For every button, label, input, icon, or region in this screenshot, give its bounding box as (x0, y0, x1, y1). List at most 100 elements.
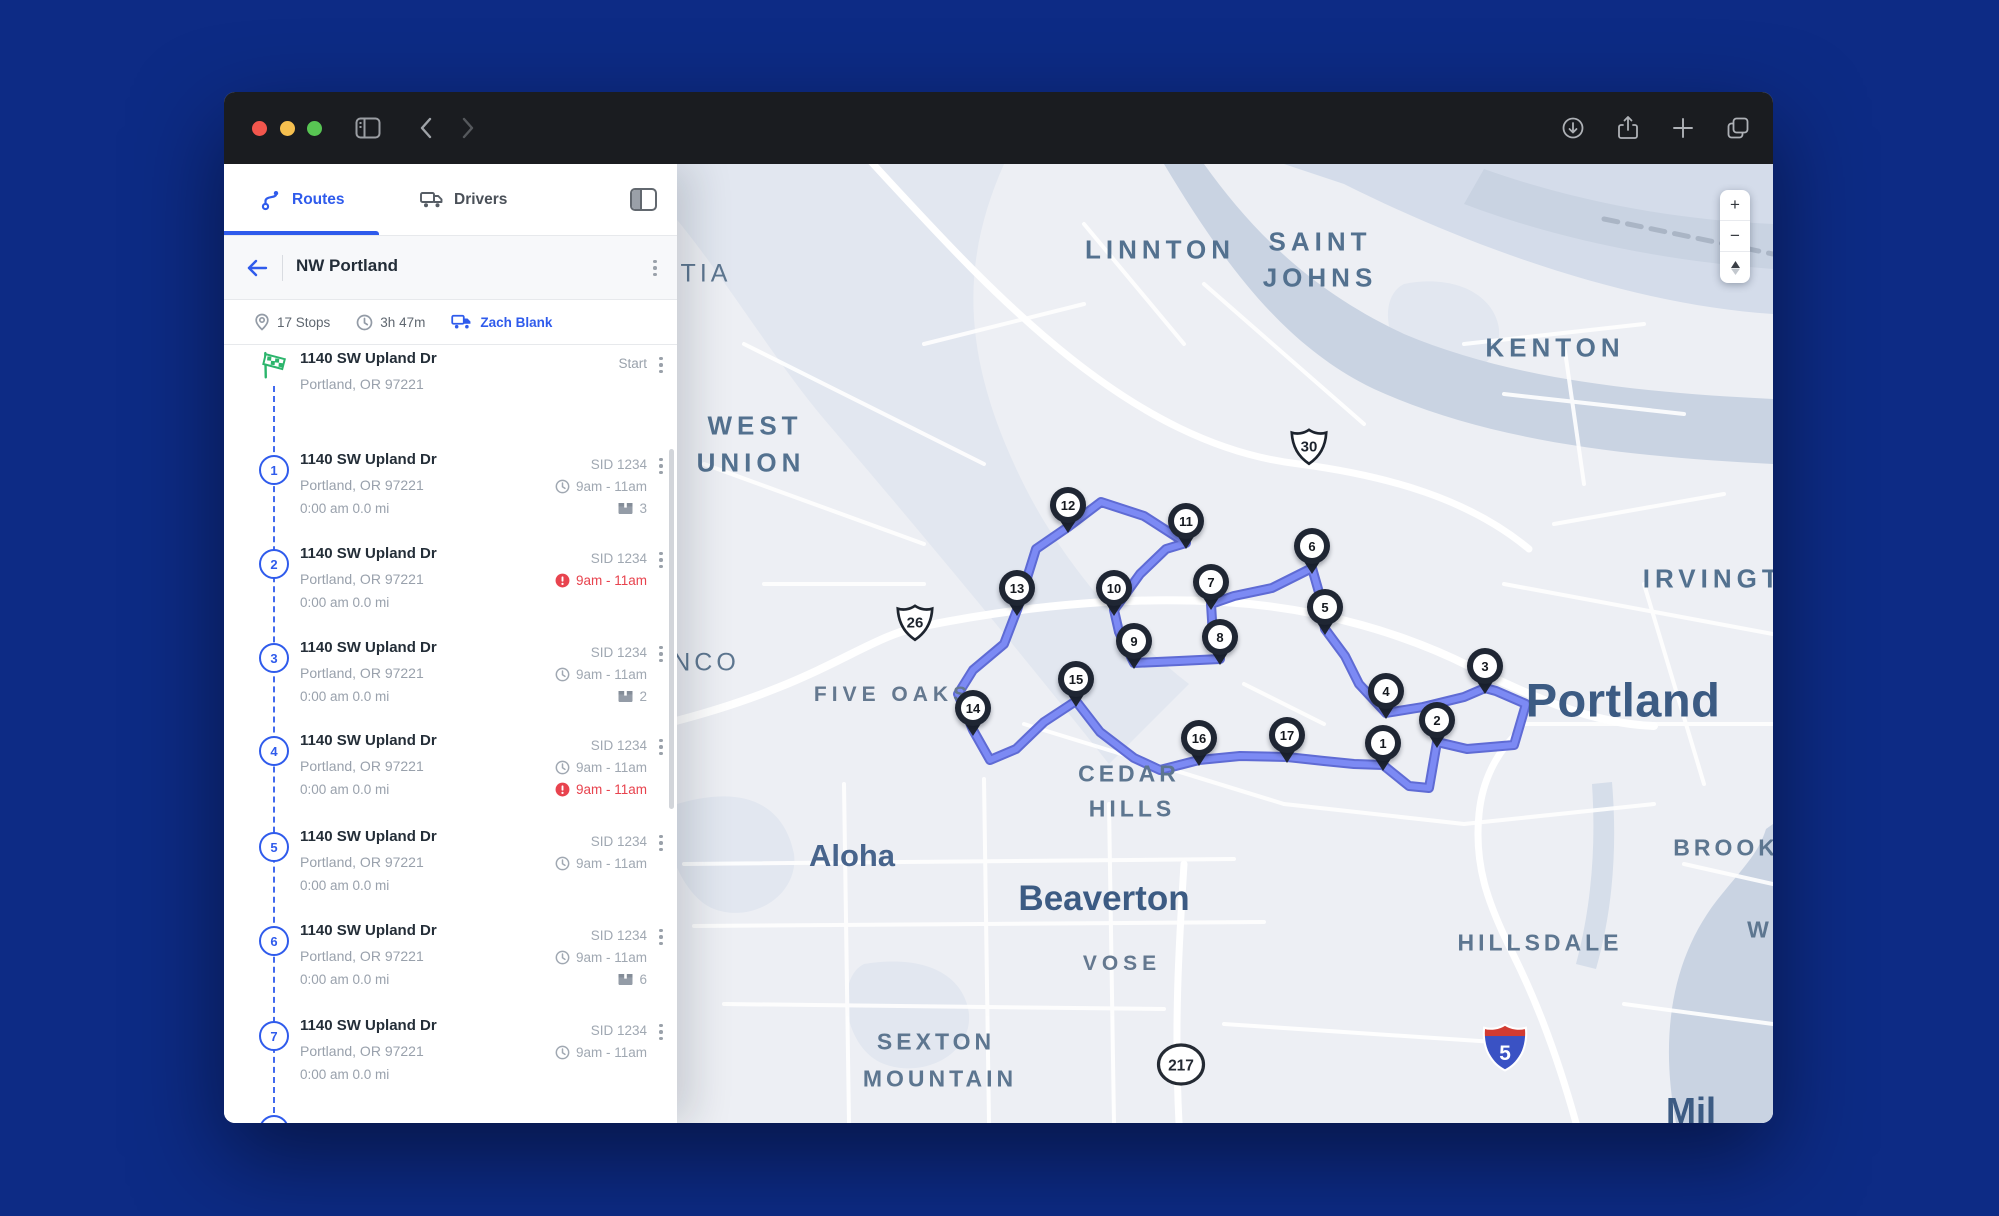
stop-row-start[interactable]: 1140 SW Upland Dr Portland, OR 97221 Start (224, 346, 677, 440)
interstate-5-shield: 5 (1482, 1023, 1528, 1078)
stop-menu-button[interactable] (653, 736, 669, 758)
stop-meta: 0:00 am 0.0 mi (300, 501, 390, 516)
stop-time-window: 9am - 11am (555, 1041, 647, 1063)
stop-menu-button[interactable] (653, 455, 669, 477)
stop-time-alert: 9am - 11am (555, 569, 647, 591)
stop-city: Portland, OR 97221 (300, 948, 424, 964)
duration-stat: 3h 47m (356, 314, 425, 331)
stop-menu-button[interactable] (653, 643, 669, 665)
pin-number: 6 (1300, 534, 1324, 558)
stop-row-6[interactable]: 6 1140 SW Upland Dr Portland, OR 97221 0:00… (224, 918, 677, 1012)
stop-package-count: 2 (618, 685, 647, 707)
stop-menu-button[interactable] (653, 549, 669, 571)
stop-right-column: SID 1234 9am - 11am 9am - 11am (555, 734, 647, 800)
share-icon[interactable] (1614, 114, 1642, 142)
stop-menu-button[interactable] (653, 926, 669, 948)
new-tab-icon[interactable] (1669, 114, 1697, 142)
stop-menu-button[interactable] (653, 354, 669, 376)
map-pin-15[interactable]: 15 (1058, 661, 1094, 713)
pin-number: 10 (1102, 576, 1126, 600)
stop-address: 1140 SW Upland Dr (300, 639, 437, 656)
compass-icon (1730, 260, 1740, 275)
time-alert-icon (555, 782, 570, 796)
pin-head: 5 (1307, 589, 1343, 625)
stop-time-window: 9am - 11am (555, 946, 647, 968)
pin-head: 4 (1368, 673, 1404, 709)
stop-row-4[interactable]: 4 1140 SW Upland Dr Portland, OR 97221 0:00… (224, 728, 677, 822)
stop-meta: 0:00 am 0.0 mi (300, 972, 390, 987)
pin-number: 9 (1122, 629, 1146, 653)
svg-text:26: 26 (907, 615, 924, 632)
route-26-shield: 26 (894, 603, 936, 648)
sidebar-scrollbar[interactable] (669, 449, 674, 809)
stop-address: 1140 SW Upland Dr (300, 451, 437, 468)
map-label-union: UNION (696, 447, 806, 478)
pin-number: 15 (1064, 667, 1088, 691)
map-label-kenton: KENTON (1485, 332, 1625, 363)
stop-menu-button[interactable] (653, 832, 669, 854)
route-menu-button[interactable] (647, 257, 663, 279)
svg-text:5: 5 (1499, 1042, 1511, 1065)
maximize-window-button[interactable] (307, 121, 322, 136)
back-icon[interactable] (412, 114, 440, 142)
map-label-sexton: SEXTON (876, 1028, 996, 1055)
header-divider (282, 255, 283, 281)
map-pin-12[interactable]: 12 (1050, 487, 1086, 539)
map-label-brooklyn: BROOKLYN (1673, 834, 1773, 861)
stop-city: Portland, OR 97221 (300, 376, 424, 392)
close-window-button[interactable] (252, 121, 267, 136)
stop-number-marker: 1 (259, 455, 289, 485)
back-button[interactable] (242, 254, 272, 282)
download-icon[interactable] (1559, 114, 1587, 142)
map-pin-2[interactable]: 2 (1419, 702, 1455, 754)
stop-row-5[interactable]: 5 1140 SW Upland Dr Portland, OR 97221 0:00… (224, 824, 677, 918)
map-pin-13[interactable]: 13 (999, 570, 1035, 622)
map-label-linnton: LINNTON (1084, 234, 1236, 265)
map-pin-16[interactable]: 16 (1181, 720, 1217, 772)
map-label-tia: TIA (680, 259, 732, 288)
stop-row-7[interactable]: 7 1140 SW Upland Dr Portland, OR 97221 0:00… (224, 1013, 677, 1107)
route-title: NW Portland (296, 256, 398, 275)
map-pin-11[interactable]: 11 (1168, 503, 1204, 555)
tab-overview-icon[interactable] (1724, 114, 1752, 142)
zoom-in-button[interactable]: + (1720, 190, 1750, 221)
stop-row-3[interactable]: 3 1140 SW Upland Dr Portland, OR 97221 0:00… (224, 635, 677, 729)
map-pin-7[interactable]: 7 (1193, 564, 1229, 616)
stop-time-alert: 9am - 11am (555, 778, 647, 800)
map-pin-9[interactable]: 9 (1116, 623, 1152, 675)
stop-list: 1140 SW Upland Dr Portland, OR 97221 Start… (224, 345, 677, 1123)
map-pin-1[interactable]: 1 (1365, 725, 1401, 777)
stop-menu-button[interactable] (653, 1021, 669, 1043)
driver-link[interactable]: Zach Blank (451, 314, 552, 330)
map-pin-14[interactable]: 14 (955, 690, 991, 742)
tab-routes[interactable]: Routes (260, 164, 345, 235)
forward-icon[interactable] (454, 114, 482, 142)
map-pin-17[interactable]: 17 (1269, 717, 1305, 769)
tab-drivers[interactable]: Drivers (420, 164, 507, 235)
stop-city: Portland, OR 97221 (300, 758, 424, 774)
time-window-clock-icon (555, 760, 570, 774)
pin-head: 6 (1294, 528, 1330, 564)
stop-row-1[interactable]: 1 1140 SW Upland Dr Portland, OR 97221 0:00… (224, 447, 677, 541)
map-pin-3[interactable]: 3 (1467, 648, 1503, 700)
minimize-window-button[interactable] (280, 121, 295, 136)
map-pin-5[interactable]: 5 (1307, 589, 1343, 641)
titlebar (224, 92, 1773, 164)
stop-address: 1140 SW Upland Dr (300, 350, 437, 367)
collapse-panel-icon[interactable] (630, 188, 657, 211)
time-window-clock-icon (555, 667, 570, 681)
zoom-out-button[interactable]: − (1720, 221, 1750, 252)
map-label-west: WEST (707, 410, 803, 441)
svg-text:30: 30 (1301, 439, 1318, 456)
map-pin-8[interactable]: 8 (1202, 619, 1238, 671)
map-pin-4[interactable]: 4 (1368, 673, 1404, 725)
stop-address: 1140 SW Upland Dr (300, 828, 437, 845)
map-pin-10[interactable]: 10 (1096, 570, 1132, 622)
toggle-sidebar-icon[interactable] (354, 114, 382, 142)
pin-head: 16 (1181, 720, 1217, 756)
compass-button[interactable] (1720, 252, 1750, 283)
map-pin-6[interactable]: 6 (1294, 528, 1330, 580)
stop-row-2[interactable]: 2 1140 SW Upland Dr Portland, OR 97221 0:00… (224, 541, 677, 635)
driver-name: Zach Blank (480, 314, 553, 330)
